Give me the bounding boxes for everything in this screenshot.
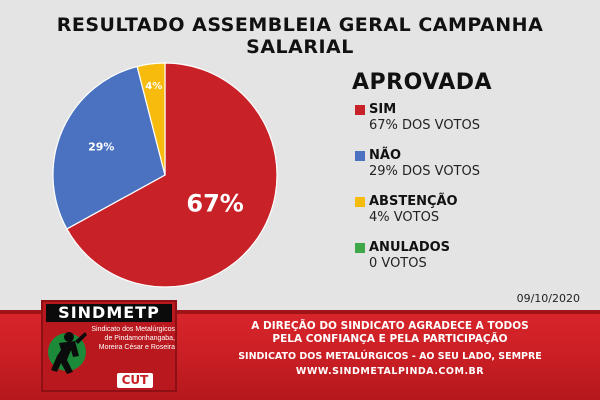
thanks-line-2: PELA CONFIANÇA E PELA PARTICIPAÇÃO bbox=[272, 333, 508, 345]
pie-label-3: 4% bbox=[145, 81, 162, 92]
pie-svg: 67% 29% 4% bbox=[52, 62, 278, 288]
worker-figure-icon bbox=[48, 332, 87, 374]
logo-subtitle-line-3: Moreira César e Roseira bbox=[98, 344, 175, 351]
chart-title: RESULTADO ASSEMBLEIA GERAL CAMPANHA SALA… bbox=[56, 14, 544, 58]
cut-badge: CUT bbox=[117, 373, 153, 388]
pie-chart: 67% 29% 4% bbox=[45, 55, 285, 295]
date-label: 09/10/2020 bbox=[516, 292, 580, 305]
legend-name-nao: NÃO bbox=[369, 148, 401, 163]
thanks-line-1: A DIREÇÃO DO SINDICATO AGRADECE A TODOS bbox=[251, 320, 529, 332]
legend-swatch-abstencao bbox=[355, 197, 365, 207]
website-link[interactable]: WWW.SINDMETALPINDA.COM.BR bbox=[295, 366, 485, 377]
logo-subtitle-line-2: de Pindamonhangaba, bbox=[104, 335, 175, 342]
legend-name-abstencao: ABSTENÇÃO bbox=[369, 194, 458, 209]
logo-subtitle-line-1: Sindicato dos Metalúrgicos bbox=[91, 326, 175, 333]
logo-subtitle: Sindicato dos Metalúrgicos de Pindamonha… bbox=[77, 325, 175, 352]
legend-swatch-anulados bbox=[355, 243, 365, 253]
pie-slice-3 bbox=[136, 62, 166, 176]
pie-slice-1 bbox=[66, 62, 278, 288]
union-logo: SINDMETP Sindicato dos Metalúrgicos de P… bbox=[41, 300, 177, 392]
legend-value-anulados: 0 VOTOS bbox=[369, 256, 427, 271]
result-label: APROVADA bbox=[352, 70, 493, 95]
union-slogan: SINDICATO DOS METALÚRGICOS - AO SEU LADO… bbox=[238, 351, 542, 362]
banner-divider bbox=[0, 310, 600, 314]
legend-swatch-nao bbox=[355, 151, 365, 161]
legend-swatch-sim bbox=[355, 105, 365, 115]
legend-value-sim: 67% DOS VOTOS bbox=[369, 118, 480, 133]
legend-value-nao: 29% DOS VOTOS bbox=[369, 164, 480, 179]
legend-name-anulados: ANULADOS bbox=[369, 240, 451, 255]
legend-value-abstencao: 4% VOTOS bbox=[369, 210, 440, 225]
pie-slice-2 bbox=[52, 65, 166, 230]
logo-name: SINDMETP bbox=[46, 304, 172, 322]
legend-name-sim: SIM bbox=[369, 102, 397, 117]
pie-label-1: 67% bbox=[186, 190, 243, 218]
pie-label-2: 29% bbox=[88, 140, 114, 153]
